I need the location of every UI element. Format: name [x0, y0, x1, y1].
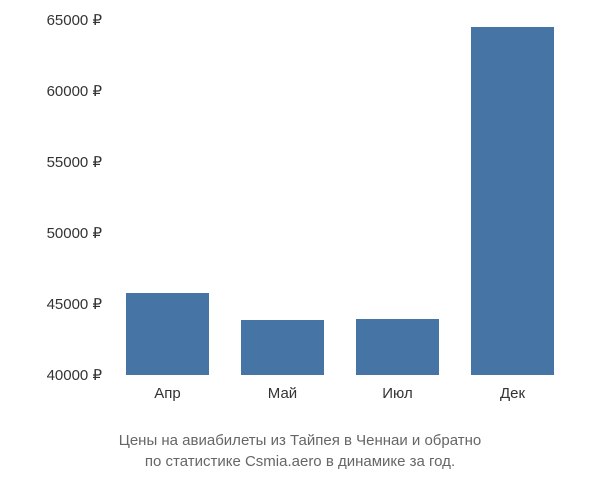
- plot-area: [110, 20, 570, 375]
- chart-container: 40000 ₽ 45000 ₽ 50000 ₽ 55000 ₽ 60000 ₽ 65000…: [20, 10, 580, 410]
- x-tick-label: Апр: [154, 385, 180, 402]
- y-tick-label: 60000 ₽: [20, 82, 102, 100]
- chart-caption: Цены на авиабилеты из Тайпея в Ченнаи и …: [0, 430, 600, 472]
- x-tick-label: Май: [268, 385, 297, 402]
- y-tick-label: 50000 ₽: [20, 224, 102, 242]
- x-tick-label: Дек: [500, 385, 525, 402]
- y-tick-label: 45000 ₽: [20, 295, 102, 313]
- y-tick-label: 55000 ₽: [20, 153, 102, 171]
- bar: [356, 319, 439, 375]
- y-tick-label: 65000 ₽: [20, 11, 102, 29]
- bar: [241, 320, 324, 375]
- caption-line-2: по статистике Csmia.aero в динамике за г…: [0, 451, 600, 472]
- bar: [126, 293, 209, 375]
- x-tick-label: Июл: [382, 385, 412, 402]
- caption-line-1: Цены на авиабилеты из Тайпея в Ченнаи и …: [0, 430, 600, 451]
- y-tick-label: 40000 ₽: [20, 366, 102, 384]
- bar: [471, 27, 554, 375]
